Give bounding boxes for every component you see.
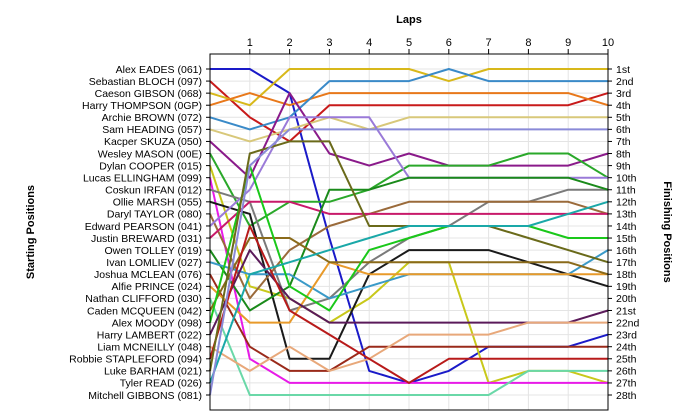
finishing-position-label: 8th — [616, 148, 631, 160]
series-line-16 — [209, 176, 609, 312]
starting-position-label: Wesley MASON (00E) — [98, 148, 202, 160]
finishing-position-label: 27th — [616, 378, 637, 390]
starting-position-label: Caeson GIBSON (068) — [95, 88, 202, 100]
finishing-position-label: 21st — [616, 305, 636, 317]
series-line-22 — [209, 164, 608, 323]
starting-position-label: Sebastian BLOCH (097) — [89, 76, 202, 88]
starting-position-label: Alex MOODY (098) — [112, 317, 202, 329]
finishing-position-label: 10th — [616, 172, 637, 184]
starting-position-label: Luke BARHAM (021) — [104, 366, 202, 378]
x-tick-label: 3 — [326, 37, 332, 49]
finishing-position-label: 3rd — [616, 88, 631, 100]
x-tick-label: 9 — [565, 37, 571, 49]
starting-position-label: Coskun IRFAN (012) — [105, 185, 202, 197]
x-tick-label: 7 — [486, 37, 492, 49]
finishing-position-label: 11th — [616, 185, 636, 197]
finishing-position-label: 12th — [616, 197, 637, 209]
finishing-position-label: 13th — [616, 209, 637, 221]
finishing-position-label: 7th — [616, 136, 631, 148]
starting-position-label: Archie BROWN (072) — [102, 112, 202, 124]
x-tick-labels: 1 2 3 4 5 6 7 8 9 10 — [247, 37, 614, 54]
starting-position-label: Joshua MCLEAN (076) — [94, 269, 202, 281]
finishing-position-label: 18th — [616, 269, 637, 281]
starting-position-label: Ivan LOMLIEV (027) — [106, 257, 202, 269]
starting-position-label: Sam HEADING (057) — [102, 124, 202, 136]
starting-position-label: Tyler READ (026) — [120, 378, 202, 390]
starting-position-labels: Alex EADES (061)Sebastian BLOCH (097)Cae… — [69, 64, 210, 402]
finishing-position-label: 1st — [616, 64, 630, 76]
finishing-position-label: 5th — [616, 112, 631, 124]
series-line-6 — [209, 116, 608, 143]
x-tick-label: 1 — [247, 37, 253, 49]
series-line-15 — [209, 200, 608, 239]
series-line-25 — [209, 225, 608, 384]
starting-position-label: Edward PEARSON (041) — [85, 221, 202, 233]
starting-position-label: Dylan COOPER (015) — [99, 160, 202, 172]
x-tick-label: 6 — [446, 37, 452, 49]
starting-position-label: Justin BREWARD (031) — [91, 233, 202, 245]
finishing-position-label: 23rd — [616, 329, 637, 341]
finishing-position-label: 19th — [616, 281, 637, 293]
series-line-20 — [209, 298, 608, 396]
left-axis-title: Starting Positions — [25, 185, 37, 279]
starting-position-label: Harry THOMPSON (0GP) — [82, 100, 202, 112]
series-line-3 — [209, 68, 608, 107]
starting-position-label: Liam MCNEILLY (048) — [97, 342, 202, 354]
finishing-position-label: 17th — [616, 257, 637, 269]
x-tick-label: 2 — [287, 37, 293, 49]
series-line-7 — [209, 92, 609, 179]
finishing-position-label: 4th — [616, 100, 631, 112]
starting-position-label: Robbie STAPLEFORD (094) — [69, 354, 202, 366]
starting-position-label: Alfie PRINCE (024) — [112, 281, 202, 293]
plot-frame — [209, 53, 609, 411]
finishing-position-label: 16th — [616, 245, 637, 257]
finishing-position-label: 28th — [616, 390, 637, 402]
finishing-position-label: 2nd — [616, 76, 634, 88]
right-axis-title: Finishing Positions — [661, 181, 673, 282]
x-tick-label: 10 — [602, 37, 614, 49]
finishing-position-label: 14th — [616, 221, 637, 233]
finishing-position-label: 25th — [616, 354, 637, 366]
series-line-4 — [209, 92, 609, 107]
series-line-28 — [209, 128, 608, 396]
starting-position-label: Alex EADES (061) — [116, 64, 202, 76]
series-lines — [209, 68, 609, 396]
series-line-27 — [209, 200, 609, 384]
finishing-position-label: 22nd — [616, 317, 640, 329]
finishing-position-label: 9th — [616, 160, 631, 172]
starting-position-label: Mitchell GIBBONS (081) — [88, 390, 202, 402]
x-axis-title: Laps — [396, 14, 422, 26]
starting-position-label: Caden MCQUEEN (042) — [87, 305, 202, 317]
finishing-position-labels: 1st2nd3rd4th5th6th7th8th9th10th11th12th1… — [608, 64, 640, 402]
starting-position-label: Nathan CLIFFORD (030) — [85, 293, 202, 305]
finishing-position-label: 20th — [616, 293, 637, 305]
starting-position-label: Daryl TAYLOR (080) — [107, 209, 202, 221]
starting-position-label: Lucas ELLINGHAM (099) — [83, 172, 202, 184]
finishing-position-label: 6th — [616, 124, 631, 136]
starting-position-label: Ollie MARSH (055) — [113, 197, 202, 209]
finishing-position-label: 24th — [616, 342, 637, 354]
series-line-18 — [209, 273, 608, 372]
finishing-position-label: 15th — [616, 233, 637, 245]
starting-position-label: Owen TOLLEY (019) — [105, 245, 202, 257]
series-line-12 — [209, 200, 609, 360]
x-tick-label: 8 — [525, 37, 531, 49]
series-line-21 — [209, 237, 609, 311]
x-tick-label: 4 — [366, 37, 372, 49]
starting-position-label: Harry LAMBERT (022) — [97, 329, 202, 341]
series-line-24 — [209, 321, 608, 372]
series-line-19 — [209, 261, 608, 324]
finishing-position-label: 26th — [616, 366, 637, 378]
x-tick-label: 5 — [406, 37, 412, 49]
series-line-8 — [209, 152, 609, 227]
starting-position-label: Kacper SKUZA (050) — [104, 136, 202, 148]
